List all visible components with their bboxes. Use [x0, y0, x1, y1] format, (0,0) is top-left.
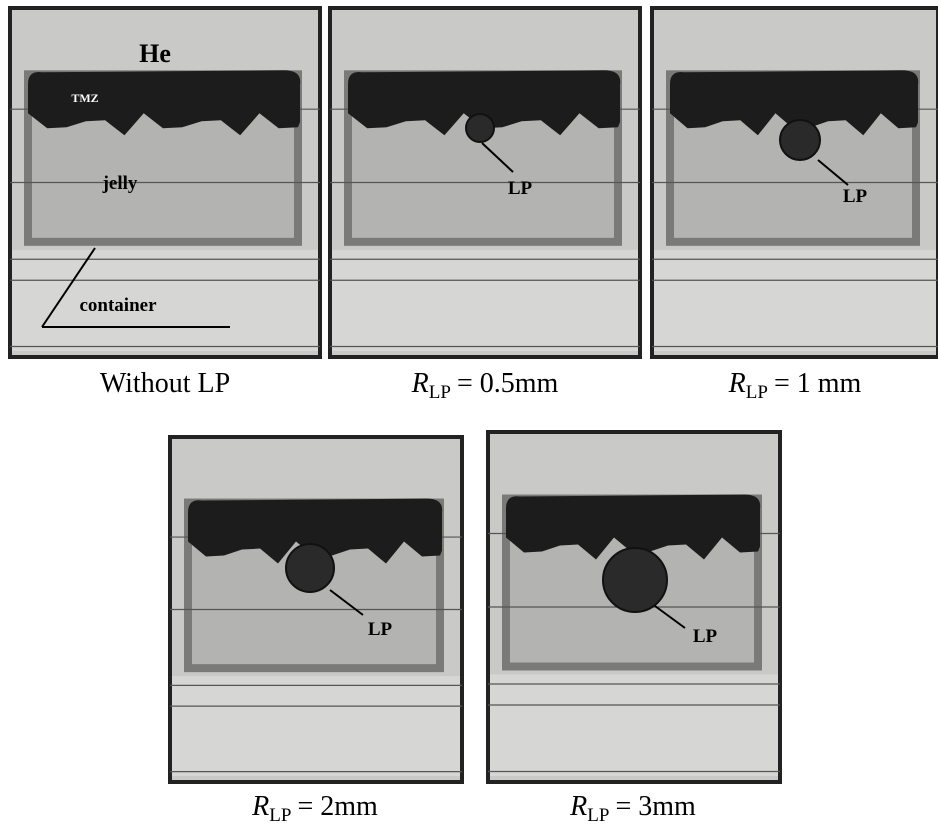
caption-text: Without LP	[100, 368, 230, 399]
container-base	[12, 249, 318, 351]
caption: RLP = 3mm	[569, 791, 696, 825]
photo-label: LP	[508, 178, 533, 199]
photo-label: LP	[843, 186, 868, 207]
caption: RLP = 1 mm	[728, 368, 862, 403]
photo-panel: He TMZ jelly container Without LP	[8, 6, 322, 399]
caption: Without LP	[100, 368, 230, 399]
tmz-band	[670, 70, 919, 136]
caption-text: = 1 mm	[774, 368, 862, 399]
caption-text: = 2mm	[297, 791, 378, 822]
pointer-line	[41, 247, 96, 328]
tmz-band	[348, 70, 621, 136]
photo-label: container	[79, 295, 157, 316]
tmz-band	[506, 494, 761, 560]
caption-subscript: LP	[587, 805, 609, 825]
caption-symbol: R	[569, 791, 587, 822]
caption: RLP = 2mm	[251, 791, 378, 825]
pointer-line	[481, 142, 514, 173]
tmz-band	[188, 498, 443, 564]
caption-text: = 0.5mm	[457, 368, 559, 399]
container-base	[172, 676, 460, 776]
caption: RLP = 0.5mm	[411, 368, 559, 403]
caption-symbol: R	[728, 368, 746, 399]
photo-label: LP	[693, 626, 718, 647]
caption-subscript: LP	[746, 382, 768, 403]
caption-symbol: R	[411, 368, 429, 399]
caption-symbol: R	[251, 791, 269, 822]
laser-bubble	[285, 543, 335, 593]
caption-subscript: LP	[429, 382, 451, 403]
photo-label: He	[139, 39, 171, 68]
photo-label: jelly	[102, 173, 138, 194]
container-base	[654, 249, 936, 351]
pointer-line	[654, 605, 686, 629]
photo-label: LP	[368, 619, 393, 640]
photo-label: TMZ	[71, 91, 98, 105]
laser-bubble	[465, 113, 495, 143]
caption-subscript: LP	[269, 805, 291, 825]
container-base	[490, 674, 778, 776]
pointer-line	[817, 159, 849, 186]
tmz-band	[28, 70, 301, 136]
laser-bubble	[779, 119, 821, 161]
container-base	[332, 249, 638, 351]
laser-bubble	[602, 547, 668, 613]
pointer-line	[329, 589, 364, 616]
caption-text: = 3mm	[615, 791, 696, 822]
